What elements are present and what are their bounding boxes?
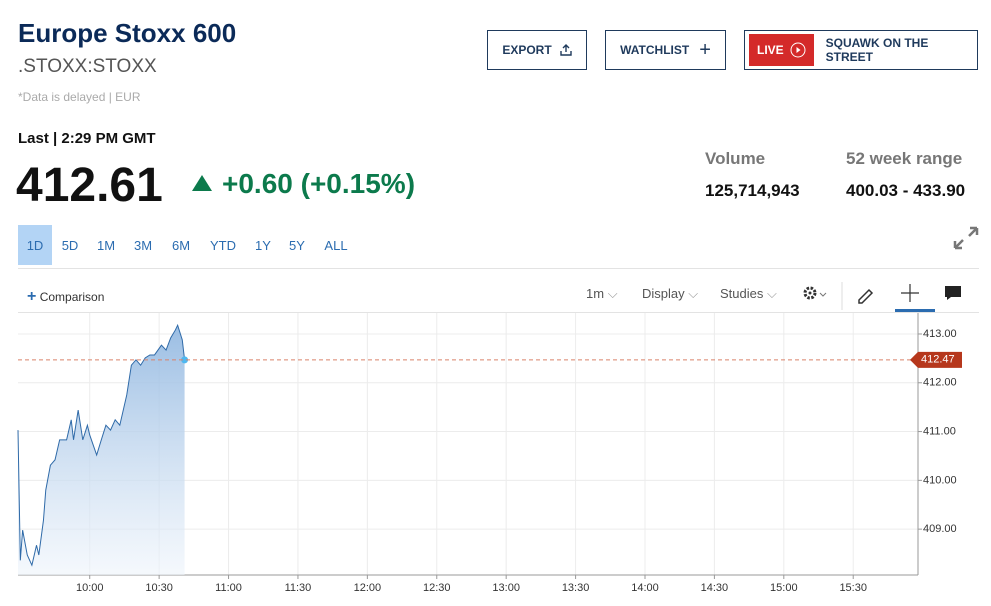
x-tick-label: 13:00 [492, 582, 520, 594]
x-tick-label: 15:30 [839, 582, 867, 594]
y-tick-label: 411.00 [923, 425, 956, 437]
last-price-label: 412.47 [921, 354, 955, 366]
plus-icon: + [699, 38, 711, 61]
price-line [17, 323, 186, 567]
watchlist-button[interactable]: WATCHLIST + [605, 30, 726, 70]
icon [559, 44, 572, 56]
x-tick-label: 15:00 [770, 582, 798, 594]
range-tab[interactable]: 5D [61, 237, 79, 253]
x-tick-label: 13:30 [562, 582, 590, 594]
chart: 10:00 10:30 11:00 11:30 12:00 12:30 13:00 13:30… [17, 313, 962, 594]
tool-icons [803, 282, 961, 312]
y-tick-label: 413.00 [923, 328, 957, 340]
label: Comparison [39, 290, 105, 304]
title: Europe Stoxx 600 [18, 18, 237, 48]
live-badge: LIVE [749, 34, 814, 66]
volume-label: Volume [705, 149, 766, 168]
studies-menu[interactable]: Studies ⌵ [720, 286, 777, 301]
settings-icon[interactable] [803, 286, 827, 300]
last-price-tag [910, 351, 962, 368]
squawk-label: SQUAWK ON THE STREET [825, 36, 929, 64]
label: 1m [586, 286, 605, 301]
x-tick-label: 14:00 [631, 582, 659, 594]
range-tab[interactable]: 3M [133, 237, 153, 253]
up-arrow [192, 175, 212, 191]
change: +0.60 (+0.15%) [222, 168, 416, 199]
expand-icon[interactable] [953, 226, 979, 250]
range-tab[interactable]: 1M [96, 237, 116, 253]
live-button[interactable]: LIVE SQUAWK ON THE STREET [744, 30, 978, 70]
range-tab[interactable]: ALL [324, 237, 348, 253]
range: 400.03 - 433.90 [846, 181, 966, 200]
range-tab[interactable]: 5Y [289, 237, 305, 253]
x-tick-label: 12:00 [354, 582, 382, 594]
draw-icon[interactable] [858, 288, 874, 304]
comparison-button[interactable]: + Comparison [27, 288, 105, 305]
crosshair-icon[interactable] [901, 284, 919, 302]
range-label: 52 week range [846, 149, 963, 168]
area [18, 325, 185, 575]
y-tick-label: 412.00 [923, 377, 957, 389]
divider [18, 268, 979, 269]
label: Display [642, 286, 685, 301]
x-tick-label: 11:00 [215, 582, 242, 594]
display-menu[interactable]: Display ⌵ [642, 286, 699, 301]
volume: 125,714,943 [705, 181, 800, 200]
x-tick-label: 10:00 [76, 582, 104, 594]
live-label: LIVE [757, 43, 784, 57]
last-time: Last | 2:29 PM GMT [18, 130, 156, 147]
last-point [181, 356, 189, 364]
export-button[interactable]: EXPORT [487, 30, 587, 70]
play-icon [790, 42, 806, 58]
label: EXPORT [502, 43, 552, 57]
x-tick-label: 14:30 [701, 582, 729, 594]
delay-note: *Data is delayed | EUR [18, 90, 141, 104]
interval-menu[interactable]: 1m ⌵ [586, 286, 618, 301]
label: WATCHLIST [620, 43, 690, 57]
divider [18, 312, 979, 313]
range-tab[interactable]: 1Y [255, 237, 271, 253]
x-tick-label: 12:30 [423, 582, 451, 594]
symbol: .STOXX:STOXX [18, 56, 157, 77]
x-tick-label: 10:30 [145, 582, 173, 594]
y-tick-label: 409.00 [923, 523, 957, 535]
active-indicator [895, 309, 935, 312]
range-tab[interactable]: YTD [210, 237, 236, 253]
price: 412.61 [16, 159, 163, 212]
label: Studies [720, 286, 764, 301]
x-tick-label: 11:30 [285, 582, 312, 594]
y-tick-label: 410.00 [923, 474, 957, 486]
range-tab[interactable]: 1D [18, 225, 52, 265]
comment-icon[interactable] [945, 286, 961, 300]
range-tab[interactable]: 6M [171, 237, 191, 253]
